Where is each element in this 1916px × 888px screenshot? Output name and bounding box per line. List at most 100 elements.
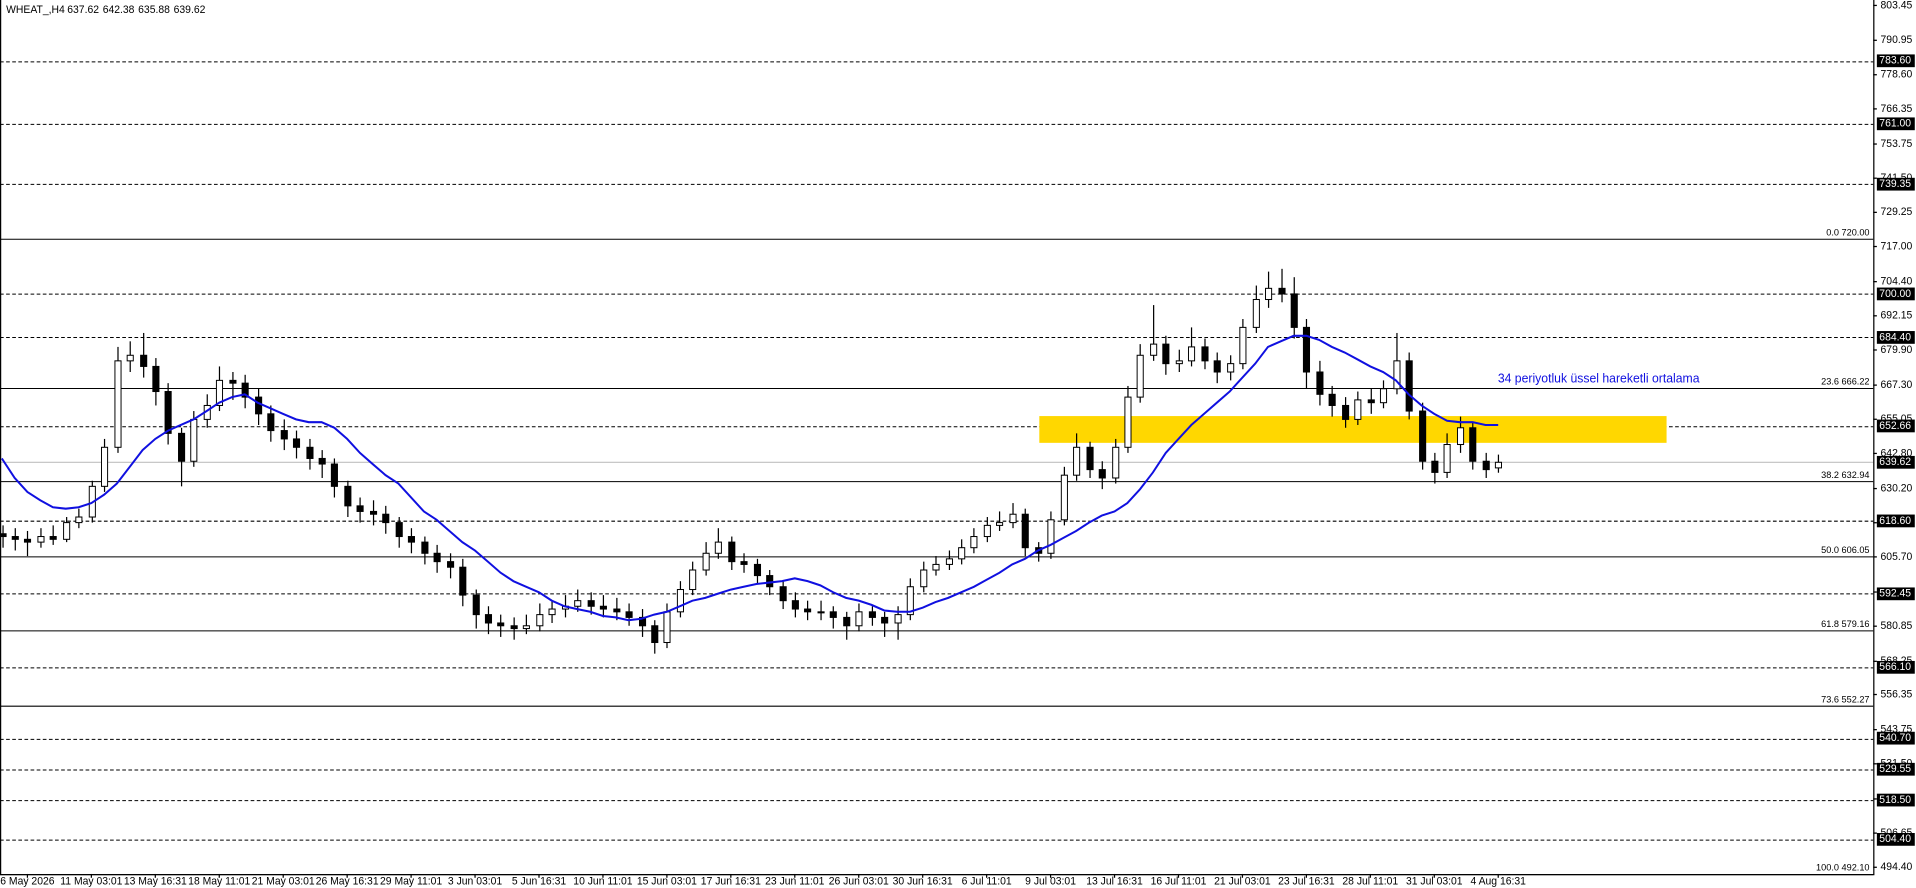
candle-body <box>267 413 275 432</box>
fib-label: 23.6 666.22 <box>1821 376 1869 386</box>
candle-body <box>1009 513 1017 524</box>
candle-body <box>1213 360 1221 373</box>
zone <box>1039 416 1667 443</box>
x-tick-label: 30 Jun 16:31 <box>893 875 953 887</box>
candle-body <box>829 611 837 618</box>
candle-body <box>791 600 799 610</box>
level-box <box>1876 514 1915 528</box>
y-tick-label: 667.30 <box>1881 379 1913 391</box>
y-tick-label: 704.40 <box>1881 275 1913 287</box>
candle-body <box>75 516 83 524</box>
candle-body <box>63 522 71 540</box>
candle-body <box>855 611 863 627</box>
x-tick-label: 26 Jun 03:01 <box>829 875 889 887</box>
candle-body <box>1098 469 1106 479</box>
candle-body <box>1342 404 1350 420</box>
candle-body <box>306 446 314 459</box>
x-tick-label: 18 May 11:01 <box>188 875 250 887</box>
x-tick-label: 31 Jul 03:01 <box>1406 875 1463 887</box>
x-tick-label: 15 Jun 03:01 <box>637 875 697 887</box>
candle-body <box>1379 388 1388 404</box>
candle-body <box>1367 399 1375 404</box>
fib-label: 0.0 720.00 <box>1826 227 1869 237</box>
level-label: 540.70 <box>1879 732 1911 744</box>
fib-label: 50.0 606.05 <box>1821 545 1869 555</box>
price-box <box>1876 455 1915 469</box>
candle-body <box>536 614 544 627</box>
level-box <box>1876 587 1915 601</box>
level-box <box>1876 117 1915 131</box>
candle-body <box>651 625 659 644</box>
candle-body <box>1175 360 1183 365</box>
candle-body <box>472 594 480 616</box>
candle-body <box>945 558 953 565</box>
x-tick-label: 21 Jul 03:01 <box>1214 875 1271 887</box>
candle-body <box>599 605 607 610</box>
candle-body <box>126 354 134 362</box>
x-tick-label: 10 Jun 11:01 <box>573 875 632 887</box>
candle-body <box>1265 287 1273 301</box>
candle-body <box>1252 298 1260 328</box>
candle-body <box>1431 460 1439 473</box>
x-tick-label: 9 Jul 03:01 <box>1025 875 1076 887</box>
candle-body <box>484 614 493 624</box>
x-tick-label: 11 May 03:01 <box>60 875 122 887</box>
candle-body <box>1443 444 1451 473</box>
candle-body <box>229 379 237 384</box>
candle-body <box>510 625 518 630</box>
level-box <box>1876 331 1915 344</box>
x-tick-label: 23 Jun 11:01 <box>765 875 824 887</box>
level-label: 592.45 <box>1879 588 1911 600</box>
candle-body <box>740 561 748 565</box>
y-tick-label: 630.20 <box>1881 482 1913 494</box>
candle-body <box>190 418 198 462</box>
candle-body <box>318 457 326 465</box>
y-tick-label: 753.75 <box>1881 138 1913 150</box>
candle-body <box>1290 293 1298 328</box>
level-box <box>1876 731 1915 745</box>
price-label: 639.62 <box>1879 456 1911 468</box>
candle-body <box>280 430 288 440</box>
x-tick-label: 3 Jun 03:01 <box>448 875 502 887</box>
candle-body <box>574 600 582 607</box>
level-label: 652.66 <box>1879 420 1911 432</box>
candle-body <box>970 536 978 549</box>
level-box <box>1876 660 1915 674</box>
candle-body <box>292 438 301 448</box>
candle-body <box>1239 326 1247 365</box>
candle-body <box>140 354 148 367</box>
y-tick-label: 679.90 <box>1881 344 1913 356</box>
candle-body <box>843 616 851 627</box>
x-tick-label: 13 May 16:31 <box>124 875 187 887</box>
ema-annotation: 34 periyotluk üssel hareketli ortalama <box>1498 371 1700 385</box>
x-tick-label: 21 May 03:01 <box>252 875 315 887</box>
candle-body <box>100 446 109 487</box>
candle-body <box>817 611 825 614</box>
ema-line <box>1 334 1499 622</box>
level-label: 700.00 <box>1879 288 1911 300</box>
candle-body <box>958 547 966 560</box>
candle-body <box>1086 446 1094 471</box>
candle-body <box>1316 371 1324 395</box>
candle-body <box>613 608 621 613</box>
level-label: 783.60 <box>1879 54 1911 66</box>
level-label: 504.40 <box>1879 833 1911 845</box>
x-tick-label: 6 Jul 11:01 <box>962 875 1012 887</box>
fib-label: 38.2 632.94 <box>1821 470 1869 480</box>
candle-body <box>1073 446 1081 476</box>
x-tick-label: 17 Jun 16:31 <box>701 875 761 887</box>
candle-body <box>407 536 415 543</box>
candle-body <box>382 513 390 524</box>
x-tick-label: 26 May 16:31 <box>316 875 379 887</box>
candle-body <box>714 541 722 554</box>
candle-body <box>932 563 940 571</box>
candle-body <box>881 616 889 624</box>
y-tick-label: 717.00 <box>1881 240 1913 252</box>
level-label: 739.35 <box>1879 178 1911 190</box>
candle-body <box>164 391 172 434</box>
marks <box>0 268 1502 654</box>
candle-body <box>996 522 1004 526</box>
candle-body <box>1136 354 1144 398</box>
